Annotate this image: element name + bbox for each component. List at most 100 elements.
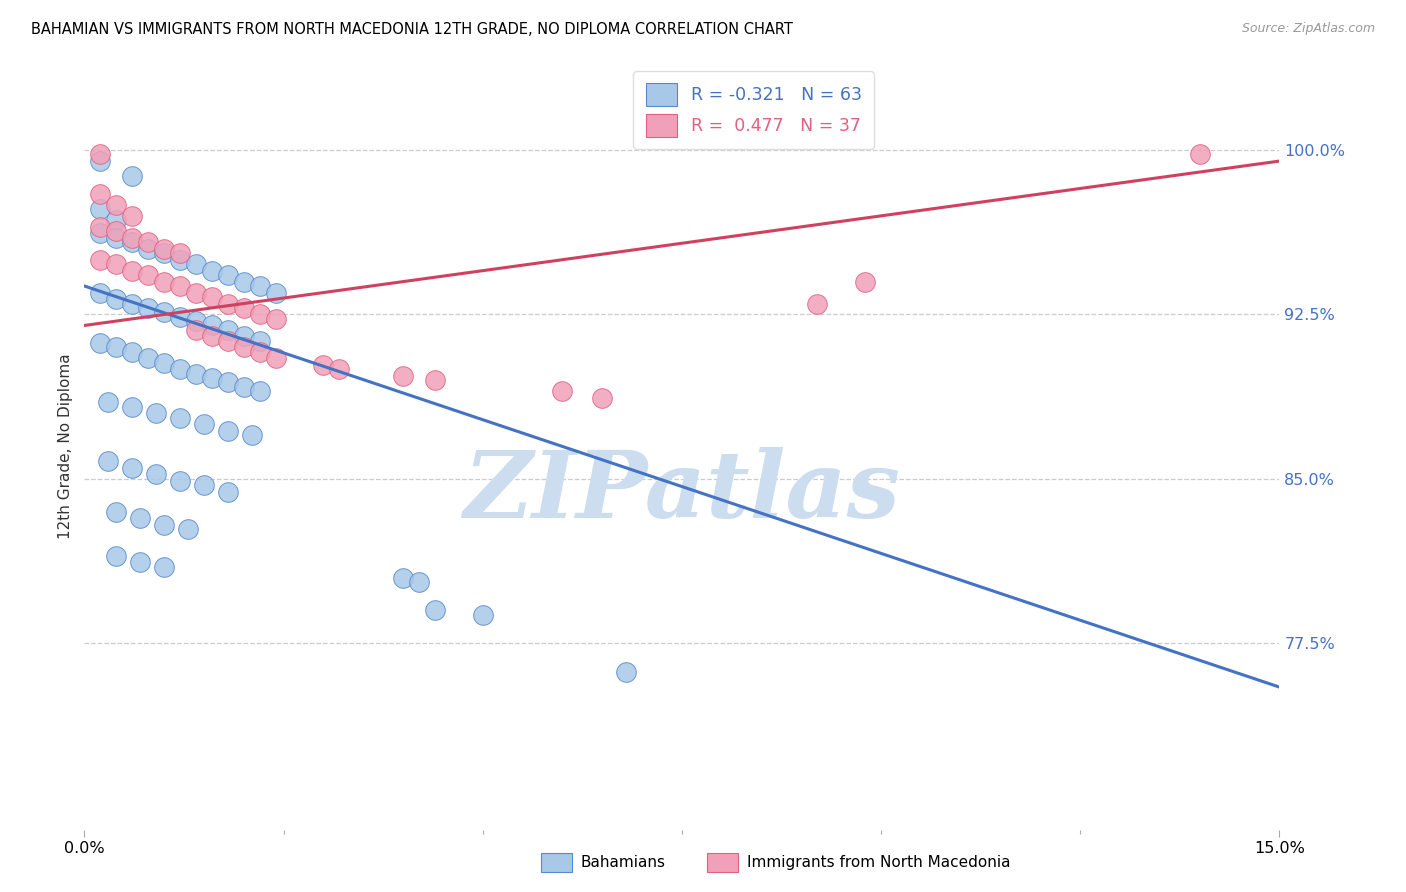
- Text: Bahamians: Bahamians: [581, 855, 665, 870]
- Point: [153, 356, 176, 370]
- Point: [136, 351, 159, 366]
- Point: [153, 517, 176, 532]
- Point: [105, 292, 128, 306]
- Point: [249, 279, 271, 293]
- Point: [217, 268, 239, 282]
- Point: [193, 417, 215, 431]
- Point: [249, 308, 271, 322]
- Text: BAHAMIAN VS IMMIGRANTS FROM NORTH MACEDONIA 12TH GRADE, NO DIPLOMA CORRELATION C: BAHAMIAN VS IMMIGRANTS FROM NORTH MACEDO…: [31, 22, 793, 37]
- Point: [89, 227, 111, 241]
- Text: Immigrants from North Macedonia: Immigrants from North Macedonia: [747, 855, 1010, 870]
- Point: [184, 314, 207, 328]
- Point: [129, 511, 152, 525]
- Point: [169, 362, 191, 376]
- Point: [328, 362, 350, 376]
- Point: [217, 323, 239, 337]
- Point: [89, 252, 111, 267]
- Point: [201, 371, 224, 385]
- Point: [169, 310, 191, 324]
- Point: [105, 549, 128, 563]
- Point: [184, 367, 207, 381]
- Point: [177, 522, 200, 536]
- Point: [1188, 147, 1211, 161]
- Point: [217, 424, 239, 438]
- Point: [232, 329, 254, 343]
- Point: [423, 373, 446, 387]
- Point: [217, 296, 239, 310]
- Point: [136, 301, 159, 315]
- Point: [264, 311, 287, 326]
- Point: [89, 285, 111, 300]
- Point: [232, 301, 254, 315]
- Point: [153, 305, 176, 319]
- Point: [201, 263, 224, 277]
- Point: [201, 290, 224, 304]
- Point: [201, 329, 224, 343]
- Point: [105, 213, 128, 227]
- Point: [89, 154, 111, 169]
- Point: [105, 198, 128, 212]
- Point: [217, 376, 239, 390]
- Point: [217, 334, 239, 348]
- Point: [408, 574, 430, 589]
- Point: [184, 323, 207, 337]
- Point: [105, 224, 128, 238]
- Point: [169, 410, 191, 425]
- Point: [169, 246, 191, 260]
- Point: [184, 285, 207, 300]
- Point: [193, 478, 215, 492]
- Point: [240, 428, 263, 442]
- Point: [249, 384, 271, 399]
- Legend: R = -0.321   N = 63, R =  0.477   N = 37: R = -0.321 N = 63, R = 0.477 N = 37: [633, 71, 875, 149]
- Text: ZIPatlas: ZIPatlas: [464, 447, 900, 537]
- Point: [201, 318, 224, 333]
- Point: [89, 202, 111, 217]
- Point: [89, 219, 111, 234]
- Point: [153, 275, 176, 289]
- Point: [121, 231, 143, 245]
- Point: [97, 454, 120, 468]
- Point: [89, 147, 111, 161]
- Point: [105, 257, 128, 271]
- Point: [121, 461, 143, 475]
- Point: [312, 358, 335, 372]
- Point: [614, 665, 637, 679]
- Point: [121, 209, 143, 223]
- Point: [264, 351, 287, 366]
- Point: [153, 246, 176, 260]
- Point: [264, 285, 287, 300]
- Point: [136, 268, 159, 282]
- Point: [249, 334, 271, 348]
- Point: [169, 474, 191, 488]
- Point: [129, 555, 152, 569]
- Point: [423, 603, 446, 617]
- Point: [249, 344, 271, 359]
- Point: [392, 368, 415, 383]
- Point: [105, 505, 128, 519]
- Point: [89, 336, 111, 351]
- Point: [169, 252, 191, 267]
- Point: [121, 400, 143, 414]
- Point: [97, 395, 120, 409]
- Point: [184, 257, 207, 271]
- Point: [89, 186, 111, 201]
- Point: [551, 384, 574, 399]
- Point: [136, 242, 159, 256]
- Point: [121, 344, 143, 359]
- Point: [232, 275, 254, 289]
- Point: [121, 263, 143, 277]
- Text: Source: ZipAtlas.com: Source: ZipAtlas.com: [1241, 22, 1375, 36]
- Point: [145, 406, 167, 420]
- Point: [121, 235, 143, 249]
- Point: [105, 340, 128, 354]
- Point: [806, 296, 828, 310]
- Point: [591, 391, 613, 405]
- Point: [121, 169, 143, 184]
- Point: [471, 607, 494, 622]
- Point: [136, 235, 159, 249]
- Y-axis label: 12th Grade, No Diploma: 12th Grade, No Diploma: [58, 353, 73, 539]
- Point: [145, 467, 167, 482]
- Point: [232, 340, 254, 354]
- Point: [153, 559, 176, 574]
- Point: [121, 296, 143, 310]
